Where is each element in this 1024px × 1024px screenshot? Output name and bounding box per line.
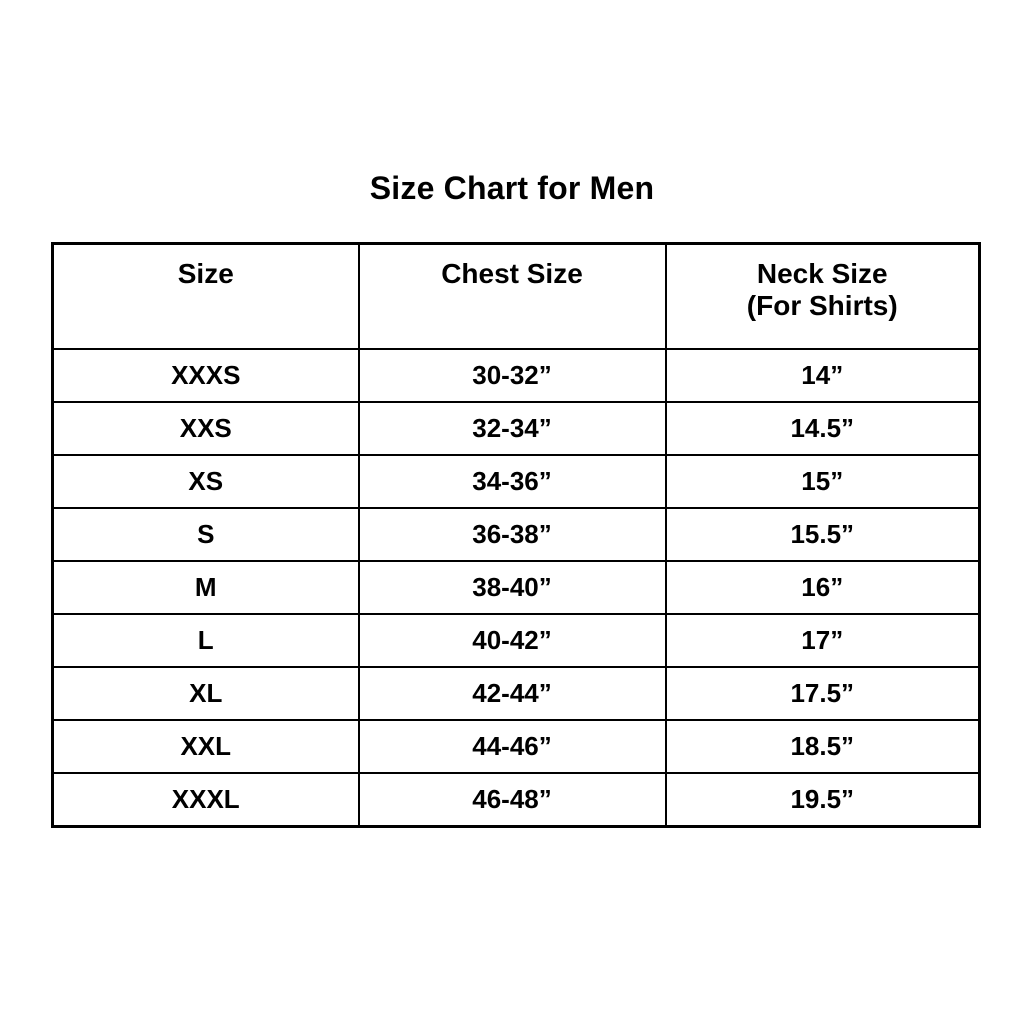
neck-size-cell: 17.5” — [664, 666, 981, 721]
size-cell: XS — [51, 454, 360, 509]
size-chart-table: Size Chest Size Neck Size (For Shirts) X… — [51, 242, 981, 828]
size-cell: S — [51, 507, 360, 562]
neck-size-header-line2: (For Shirts) — [746, 290, 898, 321]
column-header-size: Size — [51, 242, 360, 350]
chest-size-cell: 30-32” — [357, 348, 667, 403]
neck-size-cell: 19.5” — [664, 772, 981, 828]
table-row: S 36-38” 15.5” — [51, 507, 981, 562]
chest-size-cell: 46-48” — [357, 772, 667, 828]
size-cell: XL — [51, 666, 360, 721]
size-cell: L — [51, 613, 360, 668]
neck-size-cell: 17” — [664, 613, 981, 668]
neck-size-cell: 15” — [664, 454, 981, 509]
table-row: XXXS 30-32” 14” — [51, 348, 981, 403]
table-row: XL 42-44” 17.5” — [51, 666, 981, 721]
page-title: Size Chart for Men — [369, 170, 655, 206]
table-header-row: Size Chest Size Neck Size (For Shirts) — [51, 242, 981, 350]
neck-size-cell: 16” — [664, 560, 981, 615]
chest-size-cell: 42-44” — [357, 666, 667, 721]
table-row: M 38-40” 16” — [51, 560, 981, 615]
size-cell: XXL — [51, 719, 360, 774]
table-row: XXL 44-46” 18.5” — [51, 719, 981, 774]
chest-size-cell: 36-38” — [357, 507, 667, 562]
chest-size-cell: 32-34” — [357, 401, 667, 456]
neck-size-header-line1: Neck Size — [756, 258, 888, 289]
size-cell: XXXL — [51, 772, 360, 828]
table-row: L 40-42” 17” — [51, 613, 981, 668]
size-cell: M — [51, 560, 360, 615]
size-cell: XXXS — [51, 348, 360, 403]
chest-size-cell: 38-40” — [357, 560, 667, 615]
neck-size-cell: 18.5” — [664, 719, 981, 774]
chest-size-cell: 40-42” — [357, 613, 667, 668]
table-row: XXXL 46-48” 19.5” — [51, 772, 981, 828]
size-cell: XXS — [51, 401, 360, 456]
chest-size-cell: 44-46” — [357, 719, 667, 774]
table-row: XXS 32-34” 14.5” — [51, 401, 981, 456]
column-header-chest-size: Chest Size — [357, 242, 667, 350]
column-header-neck-size: Neck Size (For Shirts) — [664, 242, 981, 350]
table-row: XS 34-36” 15” — [51, 454, 981, 509]
neck-size-cell: 15.5” — [664, 507, 981, 562]
neck-size-cell: 14” — [664, 348, 981, 403]
neck-size-cell: 14.5” — [664, 401, 981, 456]
chest-size-cell: 34-36” — [357, 454, 667, 509]
